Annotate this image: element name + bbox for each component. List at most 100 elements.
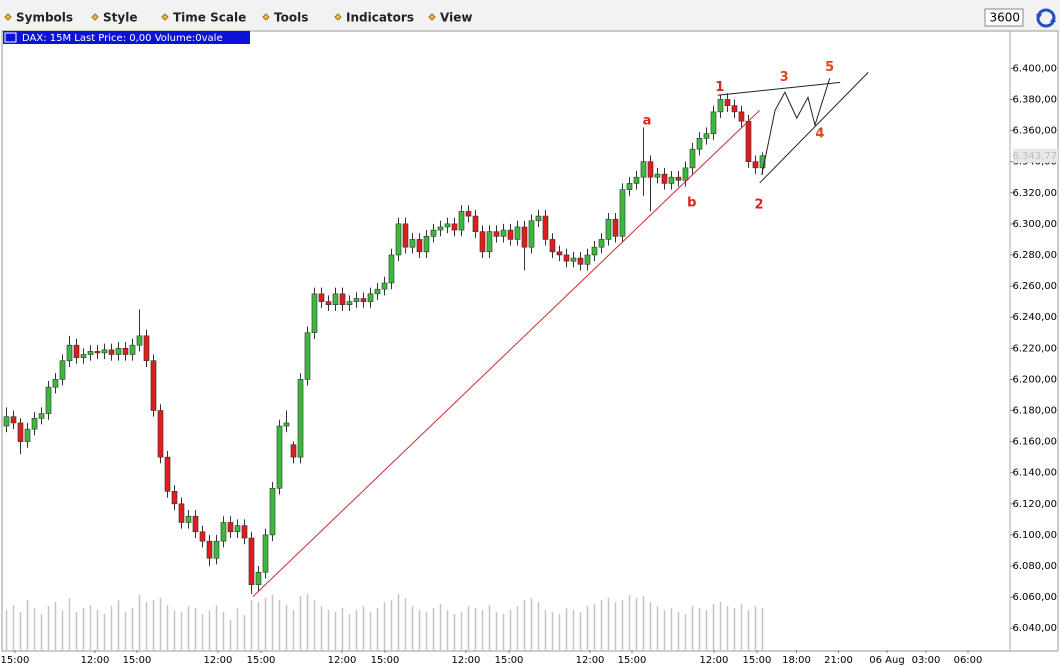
x-tick-label: 15:00	[1, 655, 30, 666]
candle-body	[430, 229, 437, 237]
menu-item[interactable]: View	[428, 11, 472, 25]
volume-bar	[278, 600, 281, 650]
volume-bar	[726, 606, 729, 650]
candle-body	[220, 522, 227, 542]
candle-body	[290, 444, 297, 458]
volume-bar	[467, 606, 470, 650]
candle-body	[276, 425, 283, 489]
volume-bar	[12, 605, 15, 650]
menu-item[interactable]: Indicators	[334, 11, 414, 25]
candle-body	[136, 335, 143, 346]
volume-bar	[201, 614, 204, 650]
candle-body	[731, 105, 738, 113]
candle-body	[255, 571, 262, 585]
candle-body	[612, 218, 619, 237]
candle-body	[479, 231, 486, 253]
volume-bar	[488, 605, 491, 650]
y-tick-label: 6.380,00	[1012, 94, 1057, 105]
volume-bar	[593, 604, 596, 650]
candle-body	[647, 161, 654, 178]
x-tick-label: 12:00	[204, 655, 233, 666]
volume-bar	[670, 608, 673, 650]
candle-body	[507, 229, 514, 240]
menu-item[interactable]: Symbols	[4, 11, 73, 25]
y-tick-label: 6.360,00	[1012, 126, 1057, 137]
volume-bar	[614, 602, 617, 650]
volume-bar	[719, 602, 722, 650]
y-tick-label: 6.260,00	[1012, 281, 1057, 292]
menu-item[interactable]: Tools	[262, 11, 308, 25]
volume-bar	[152, 600, 155, 650]
volume-bar	[222, 612, 225, 650]
y-tick-label: 6.400,00	[1012, 63, 1057, 74]
volume-bar	[194, 608, 197, 650]
refresh-icon[interactable]	[1036, 8, 1056, 28]
candle-body	[563, 254, 570, 262]
x-tick-label: 12:00	[700, 655, 729, 666]
menu-icon	[91, 13, 99, 21]
candle-body	[311, 293, 318, 334]
volume-bar	[544, 610, 547, 650]
candle-body	[402, 223, 409, 248]
wave-label: 3	[780, 70, 789, 85]
volume-bar	[390, 600, 393, 650]
candle-body	[38, 413, 45, 419]
y-tick-label: 6.220,00	[1012, 343, 1057, 354]
candle-body	[360, 298, 367, 302]
candle-body	[521, 226, 528, 248]
volume-bar	[229, 620, 232, 650]
plot: 6.040,00 6.060,00 6.080,00 6.100,00 6.120,00…	[1, 60, 1058, 666]
volume-bar	[285, 605, 288, 650]
candle-body	[227, 522, 234, 533]
volume-bar	[460, 612, 463, 650]
volume-bar	[677, 612, 680, 650]
volume-bar	[271, 595, 274, 650]
x-tick-label: 18:00	[782, 655, 811, 666]
candle-body	[584, 254, 591, 265]
candle-body	[304, 332, 311, 380]
volume-bar	[684, 614, 687, 650]
menu-item[interactable]: Time Scale	[161, 11, 246, 25]
drawing-line	[761, 78, 831, 176]
volume-bar	[264, 598, 267, 650]
candle-body	[178, 503, 185, 523]
menu-label: Tools	[274, 11, 308, 25]
volume-bar	[495, 612, 498, 650]
volume-bar	[187, 606, 190, 650]
last-price-label: 6.343,77	[1012, 151, 1057, 162]
candle-body	[465, 211, 472, 217]
volume-bar	[348, 614, 351, 650]
candle-body	[10, 416, 17, 424]
candle-body	[416, 239, 423, 253]
volume-bar	[40, 614, 43, 650]
volume-bar	[33, 608, 36, 650]
volume-bar	[19, 612, 22, 650]
y-tick-label: 6.200,00	[1012, 374, 1057, 385]
volume-bar	[649, 602, 652, 650]
interval-input[interactable]	[984, 8, 1024, 27]
volume-bar	[740, 604, 743, 650]
volume-bar	[481, 610, 484, 650]
volume-bar	[362, 606, 365, 650]
title-icon	[4, 32, 17, 43]
volume-bar	[572, 610, 575, 650]
wave-label: 4	[815, 127, 824, 142]
candle-body	[143, 335, 150, 362]
chart-title: DAX: 15M Last Price: 0,00 Volume:0vale	[22, 33, 223, 44]
candle-body	[367, 293, 374, 302]
volume-bar	[173, 610, 176, 650]
x-tick-label: 15:00	[743, 655, 772, 666]
wave-label: 1	[715, 80, 724, 95]
volume-bar	[327, 610, 330, 650]
menu-item[interactable]: Style	[91, 11, 137, 25]
toolbar	[0, 0, 1060, 31]
candle-body	[675, 176, 682, 181]
x-tick-label: 12:00	[452, 655, 481, 666]
volume-bar	[733, 608, 736, 650]
volume-bar	[516, 606, 519, 650]
volume-bar	[383, 602, 386, 650]
volume-bar	[453, 614, 456, 650]
volume-bar	[607, 598, 610, 650]
volume-bar	[509, 610, 512, 650]
